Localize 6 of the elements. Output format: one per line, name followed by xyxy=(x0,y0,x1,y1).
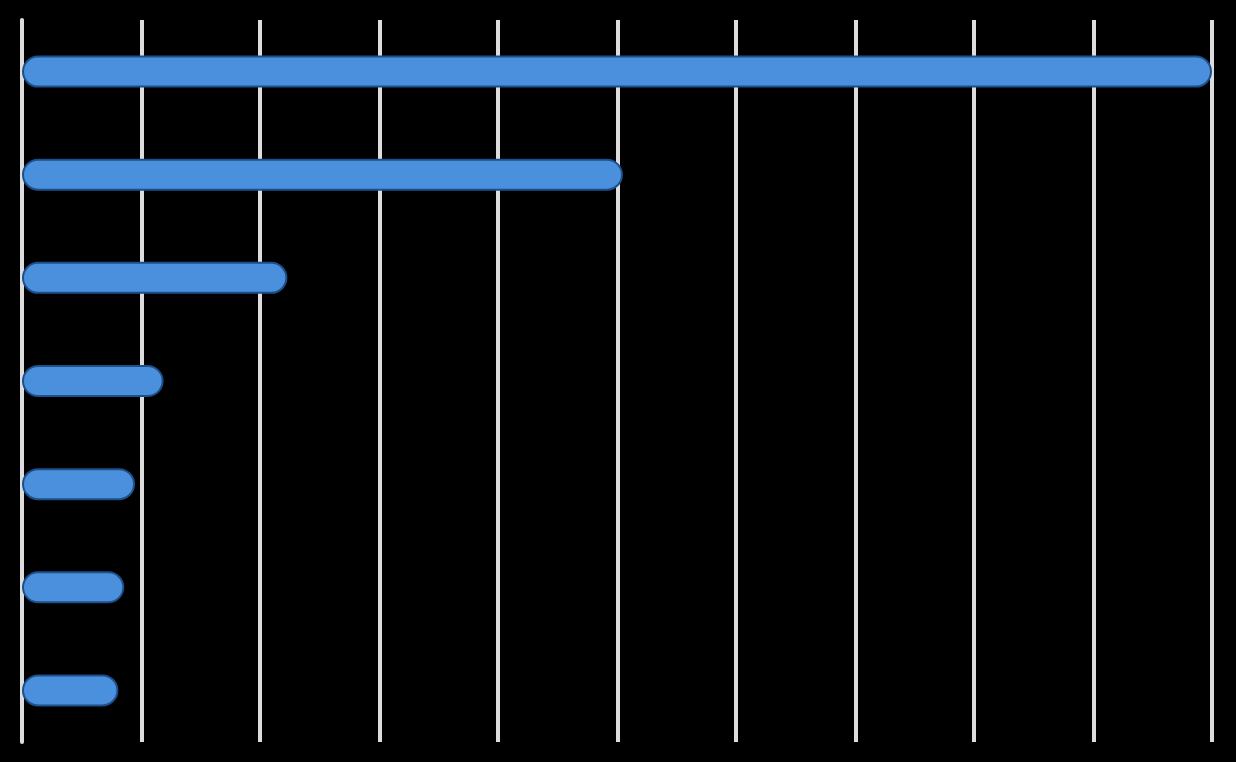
bar xyxy=(22,468,136,501)
bar xyxy=(22,55,1212,88)
bar xyxy=(22,571,125,604)
bar xyxy=(22,158,623,191)
bar xyxy=(22,261,288,294)
bar xyxy=(22,365,164,397)
